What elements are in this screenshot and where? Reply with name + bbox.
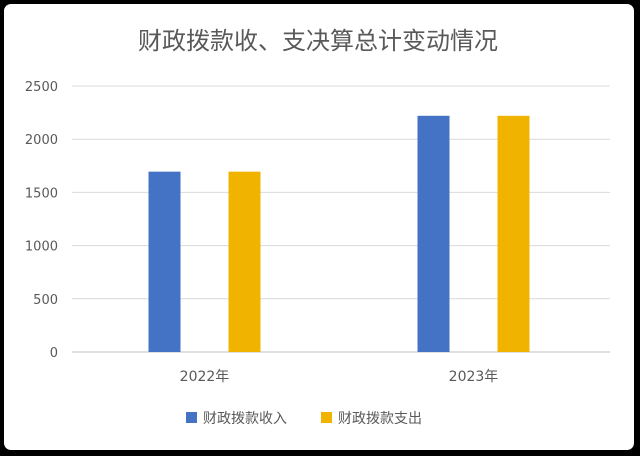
chart-title: 财政拨款收、支决算总计变动情况: [138, 27, 498, 55]
y-axis-ticks: 0 500 1000 1500 2000 2500: [25, 80, 58, 361]
y-tick-label: 500: [33, 293, 58, 308]
x-axis-ticks: 2022年 2023年: [180, 369, 499, 385]
y-tick-label: 1500: [25, 186, 58, 201]
bar: [148, 171, 181, 352]
bars: [148, 115, 530, 353]
legend-swatch: [321, 412, 332, 423]
legend-label: 财政拨款支出: [338, 411, 422, 427]
x-tick-label: 2023年: [449, 369, 499, 385]
legend: 财政拨款收入 财政拨款支出: [186, 411, 422, 427]
bar-chart: 财政拨款收、支决算总计变动情况 0 500 1000 1500 2000 2500 202…: [25, 27, 610, 427]
x-tick-label: 2022年: [180, 369, 230, 385]
chart-frame: 财政拨款收、支决算总计变动情况 0 500 1000 1500 2000 2500 202…: [4, 4, 634, 450]
y-tick-label: 2500: [25, 80, 58, 95]
bar: [417, 115, 450, 353]
y-tick-label: 1000: [25, 240, 58, 255]
y-tick-label: 2000: [25, 133, 58, 148]
y-tick-label: 0: [50, 346, 58, 361]
bar: [228, 171, 261, 352]
bar: [497, 115, 530, 353]
legend-swatch: [186, 412, 197, 423]
legend-label: 财政拨款收入: [203, 411, 287, 427]
